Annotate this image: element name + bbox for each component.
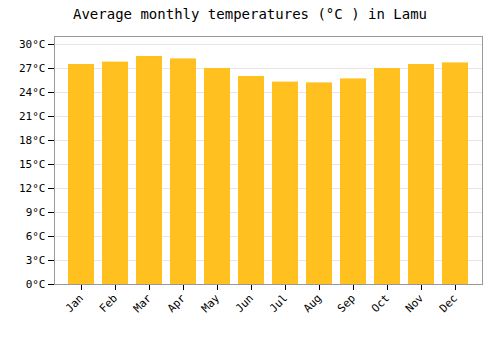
svg-text:12°C: 12°C <box>19 182 46 195</box>
svg-text:Oct: Oct <box>369 292 392 315</box>
svg-text:Feb: Feb <box>97 292 120 315</box>
svg-text:Apr: Apr <box>165 291 189 315</box>
svg-text:Sep: Sep <box>335 292 358 315</box>
svg-text:21°C: 21°C <box>19 110 46 123</box>
html-text:Average monthly temperatures (: Average monthly temperatures (°C ) in La… <box>73 6 427 22</box>
svg-text:6°C: 6°C <box>26 230 46 243</box>
svg-text:30°C: 30°C <box>19 38 46 51</box>
svg-text:Jun: Jun <box>233 292 256 315</box>
svg-text:27°C: 27°C <box>19 62 46 75</box>
svg-text:May: May <box>199 291 223 315</box>
svg-text:Nov: Nov <box>403 291 427 315</box>
svg-text:0°C: 0°C <box>26 278 46 291</box>
svg-text:9°C: 9°C <box>26 206 46 219</box>
svg-text:18°C: 18°C <box>19 134 46 147</box>
svg-text:Jul: Jul <box>267 292 290 315</box>
svg-text:Jan: Jan <box>63 292 86 315</box>
svg-text:3°C: 3°C <box>26 254 46 267</box>
svg-text:Aug: Aug <box>301 292 324 315</box>
svg-text:Mar: Mar <box>131 291 155 315</box>
svg-text:24°C: 24°C <box>19 86 46 99</box>
svg-text:15°C: 15°C <box>19 158 46 171</box>
svg-text:Dec: Dec <box>437 292 460 315</box>
